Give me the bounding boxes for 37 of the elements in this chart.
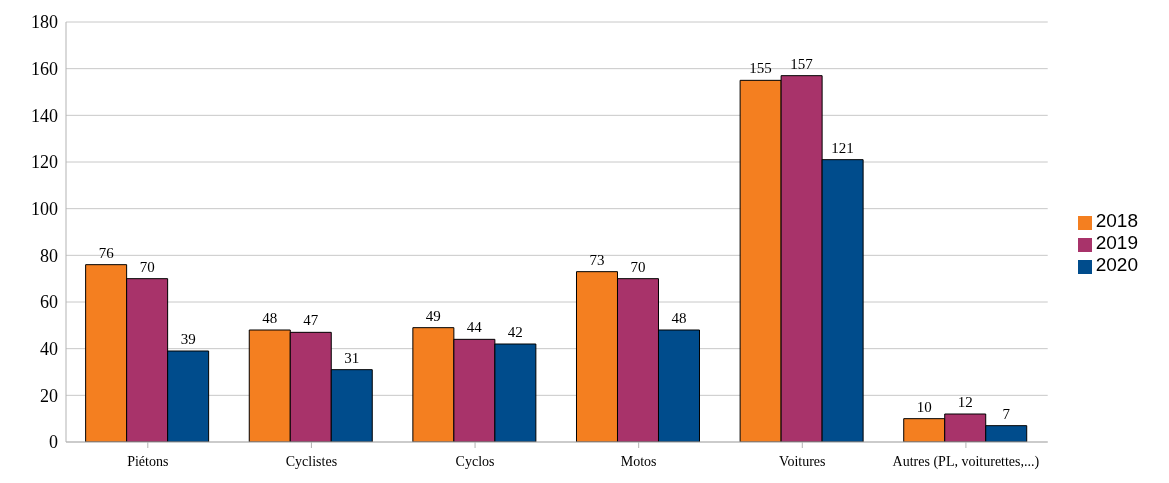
y-tick-label: 20 bbox=[40, 385, 58, 406]
x-tick-label: Piétons bbox=[127, 453, 169, 469]
x-tick-label: Cyclos bbox=[455, 453, 495, 469]
data-label: 42 bbox=[507, 324, 523, 340]
y-tick-label: 60 bbox=[40, 292, 58, 313]
data-label: 73 bbox=[589, 251, 605, 268]
data-label: 7 bbox=[1002, 405, 1011, 422]
y-tick-label: 120 bbox=[31, 152, 58, 173]
data-label: 39 bbox=[180, 331, 196, 347]
legend-label: 2019 bbox=[1095, 232, 1138, 253]
data-label: 48 bbox=[671, 310, 687, 326]
data-label: 48 bbox=[262, 310, 278, 326]
y-tick-label: 80 bbox=[40, 245, 58, 266]
data-label: 49 bbox=[425, 307, 441, 324]
data-label: 47 bbox=[303, 312, 319, 329]
data-label: 157 bbox=[790, 55, 814, 72]
data-label: 70 bbox=[630, 258, 646, 275]
data-label: 12 bbox=[957, 394, 973, 410]
legend-label: 2018 bbox=[1095, 210, 1138, 231]
data-label: 70 bbox=[139, 258, 155, 275]
y-tick-label: 160 bbox=[31, 59, 58, 80]
y-tick-label: 0 bbox=[49, 432, 58, 453]
data-label: 31 bbox=[344, 349, 360, 366]
x-tick-label: Autres (PL, voiturettes,...) bbox=[892, 453, 1040, 470]
y-tick-label: 180 bbox=[31, 12, 58, 33]
data-label: 155 bbox=[749, 60, 772, 77]
y-tick-label: 40 bbox=[40, 339, 58, 360]
x-tick-label: Motos bbox=[620, 453, 657, 469]
x-tick-label: Cyclistes bbox=[285, 453, 338, 469]
legend-label: 2020 bbox=[1095, 254, 1138, 275]
y-tick-label: 100 bbox=[31, 199, 58, 220]
data-label: 44 bbox=[466, 319, 483, 336]
data-label: 76 bbox=[98, 244, 115, 261]
data-label: 121 bbox=[831, 139, 854, 156]
data-label: 10 bbox=[916, 398, 932, 415]
x-tick-label: Voitures bbox=[779, 453, 826, 469]
y-tick-label: 140 bbox=[31, 105, 58, 126]
